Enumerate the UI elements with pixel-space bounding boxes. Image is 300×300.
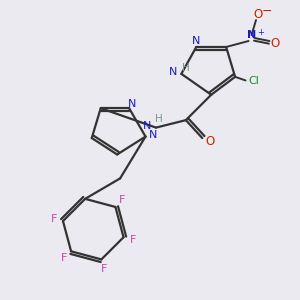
Text: F: F [101,264,107,274]
Text: O: O [205,134,214,148]
Text: F: F [51,214,57,224]
Text: N: N [247,30,256,40]
Text: N: N [143,121,152,131]
Text: F: F [119,195,125,205]
Text: N: N [148,130,157,140]
Text: F: F [61,253,68,263]
Text: N: N [169,68,177,77]
Text: H: H [182,63,190,73]
Text: Cl: Cl [248,76,260,86]
Text: O: O [271,38,280,50]
Text: −: − [261,4,272,18]
Text: O: O [253,8,262,21]
Text: F: F [130,235,136,245]
Text: +: + [257,28,264,37]
Text: N: N [128,99,136,109]
Text: H: H [155,114,163,124]
Text: N: N [192,36,200,46]
